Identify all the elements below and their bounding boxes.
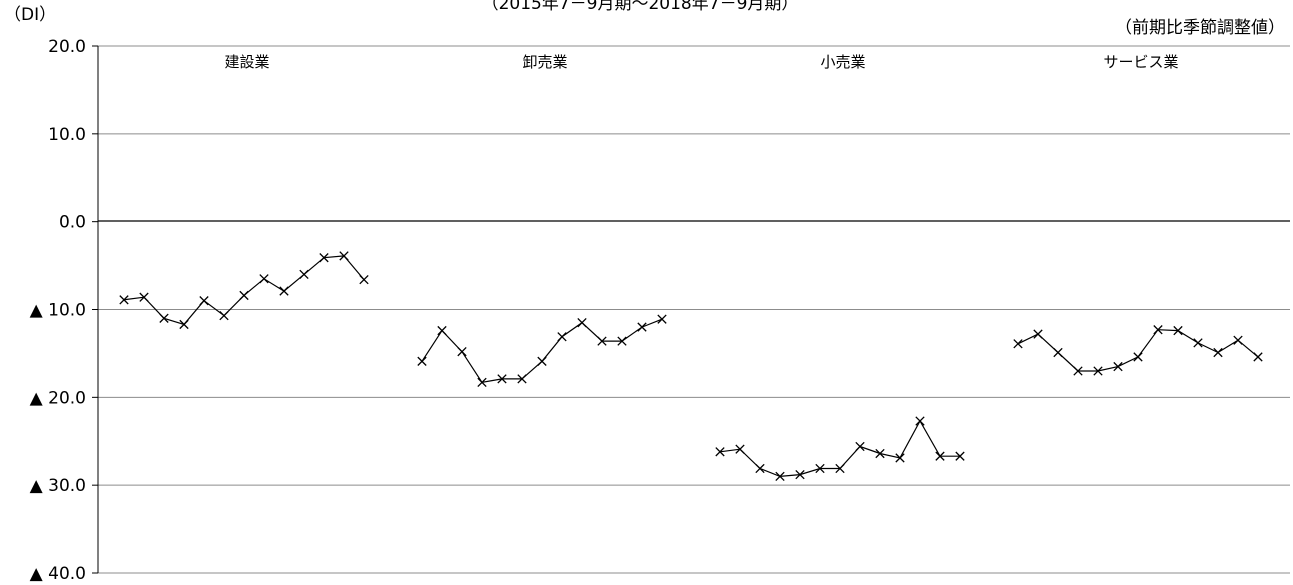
data-point-marker bbox=[835, 463, 845, 474]
data-point-marker bbox=[715, 447, 725, 457]
data-point-marker bbox=[139, 292, 149, 302]
y-tick-label: ▲ 40.0 bbox=[30, 564, 86, 584]
y-unit-label: （DI） bbox=[4, 5, 56, 25]
data-point-marker bbox=[537, 356, 547, 366]
data-point-marker bbox=[775, 471, 785, 482]
series-label: 建設業 bbox=[224, 53, 269, 71]
data-point-marker bbox=[657, 314, 667, 324]
data-point-marker bbox=[935, 451, 945, 461]
data-point-marker bbox=[1093, 366, 1103, 376]
data-point-marker bbox=[795, 469, 805, 480]
data-point-marker bbox=[1253, 352, 1263, 362]
series-line bbox=[1017, 329, 1259, 372]
data-point-marker bbox=[1133, 352, 1143, 362]
y-tick-label: 0.0 bbox=[59, 213, 86, 233]
data-point-marker bbox=[815, 463, 825, 474]
series-line bbox=[421, 318, 663, 384]
data-point-marker bbox=[497, 374, 507, 384]
data-point-marker bbox=[119, 295, 129, 305]
y-tick-label: 20.0 bbox=[48, 37, 86, 57]
data-point-marker bbox=[1053, 347, 1063, 358]
data-point-marker bbox=[319, 253, 329, 263]
chart-title: （2015年7－9月期～2018年7－9月期） bbox=[482, 0, 799, 14]
data-point-marker bbox=[875, 448, 885, 459]
data-point-marker bbox=[1233, 335, 1243, 345]
data-point-marker bbox=[239, 290, 249, 301]
data-point-marker bbox=[637, 322, 647, 332]
data-point-marker bbox=[477, 377, 487, 388]
data-point-marker bbox=[1033, 329, 1043, 339]
data-point-marker bbox=[1013, 339, 1023, 349]
y-tick-label: ▲ 10.0 bbox=[30, 301, 86, 321]
data-point-marker bbox=[457, 347, 467, 357]
data-point-marker bbox=[755, 463, 765, 474]
data-point-marker bbox=[895, 453, 905, 463]
data-point-marker bbox=[259, 274, 269, 284]
data-point-marker bbox=[577, 318, 587, 328]
data-point-marker bbox=[1153, 325, 1163, 335]
series-1: 建設業 bbox=[119, 53, 369, 330]
series-3: 小売業 bbox=[715, 53, 965, 482]
y-tick-label: ▲ 20.0 bbox=[30, 388, 86, 408]
y-axis-ticks: 20.0 10.0 0.0 ▲ 10.0 ▲ 20.0 ▲ 30.0 ▲ 40.0 bbox=[30, 37, 98, 584]
data-point-marker bbox=[735, 444, 745, 454]
data-point-marker bbox=[199, 296, 209, 306]
data-point-marker bbox=[279, 286, 289, 296]
data-point-marker bbox=[437, 325, 447, 336]
series-2: 卸売業 bbox=[417, 53, 667, 388]
y-tick-label: 10.0 bbox=[48, 125, 86, 145]
data-point-marker bbox=[339, 251, 349, 261]
data-point-marker bbox=[915, 416, 925, 426]
series-label: サービス業 bbox=[1103, 53, 1178, 71]
gridlines bbox=[98, 45, 1290, 574]
data-point-marker bbox=[179, 319, 189, 330]
data-point-marker bbox=[359, 274, 369, 285]
data-point-marker bbox=[417, 356, 427, 366]
data-point-marker bbox=[1113, 361, 1123, 372]
data-point-marker bbox=[1073, 366, 1083, 376]
data-point-marker bbox=[219, 310, 229, 321]
data-point-marker bbox=[299, 269, 309, 280]
data-point-marker bbox=[617, 336, 627, 346]
y-tick-label: ▲ 30.0 bbox=[30, 476, 86, 496]
data-point-marker bbox=[1193, 338, 1203, 348]
data-point-marker bbox=[855, 441, 865, 452]
series-label: 小売業 bbox=[820, 53, 865, 71]
data-point-marker bbox=[159, 313, 169, 323]
series-group: 建設業 卸売業 小売業 サービス業 bbox=[119, 53, 1263, 482]
data-point-marker bbox=[955, 451, 965, 461]
data-point-marker bbox=[557, 332, 567, 342]
data-point-marker bbox=[517, 374, 527, 384]
data-point-marker bbox=[1213, 347, 1223, 358]
data-point-marker bbox=[1173, 325, 1183, 336]
series-label: 卸売業 bbox=[522, 53, 567, 71]
adjustment-note: （前期比季節調整値） bbox=[1115, 18, 1285, 38]
series-4: サービス業 bbox=[1013, 53, 1263, 376]
data-point-marker bbox=[597, 336, 607, 346]
